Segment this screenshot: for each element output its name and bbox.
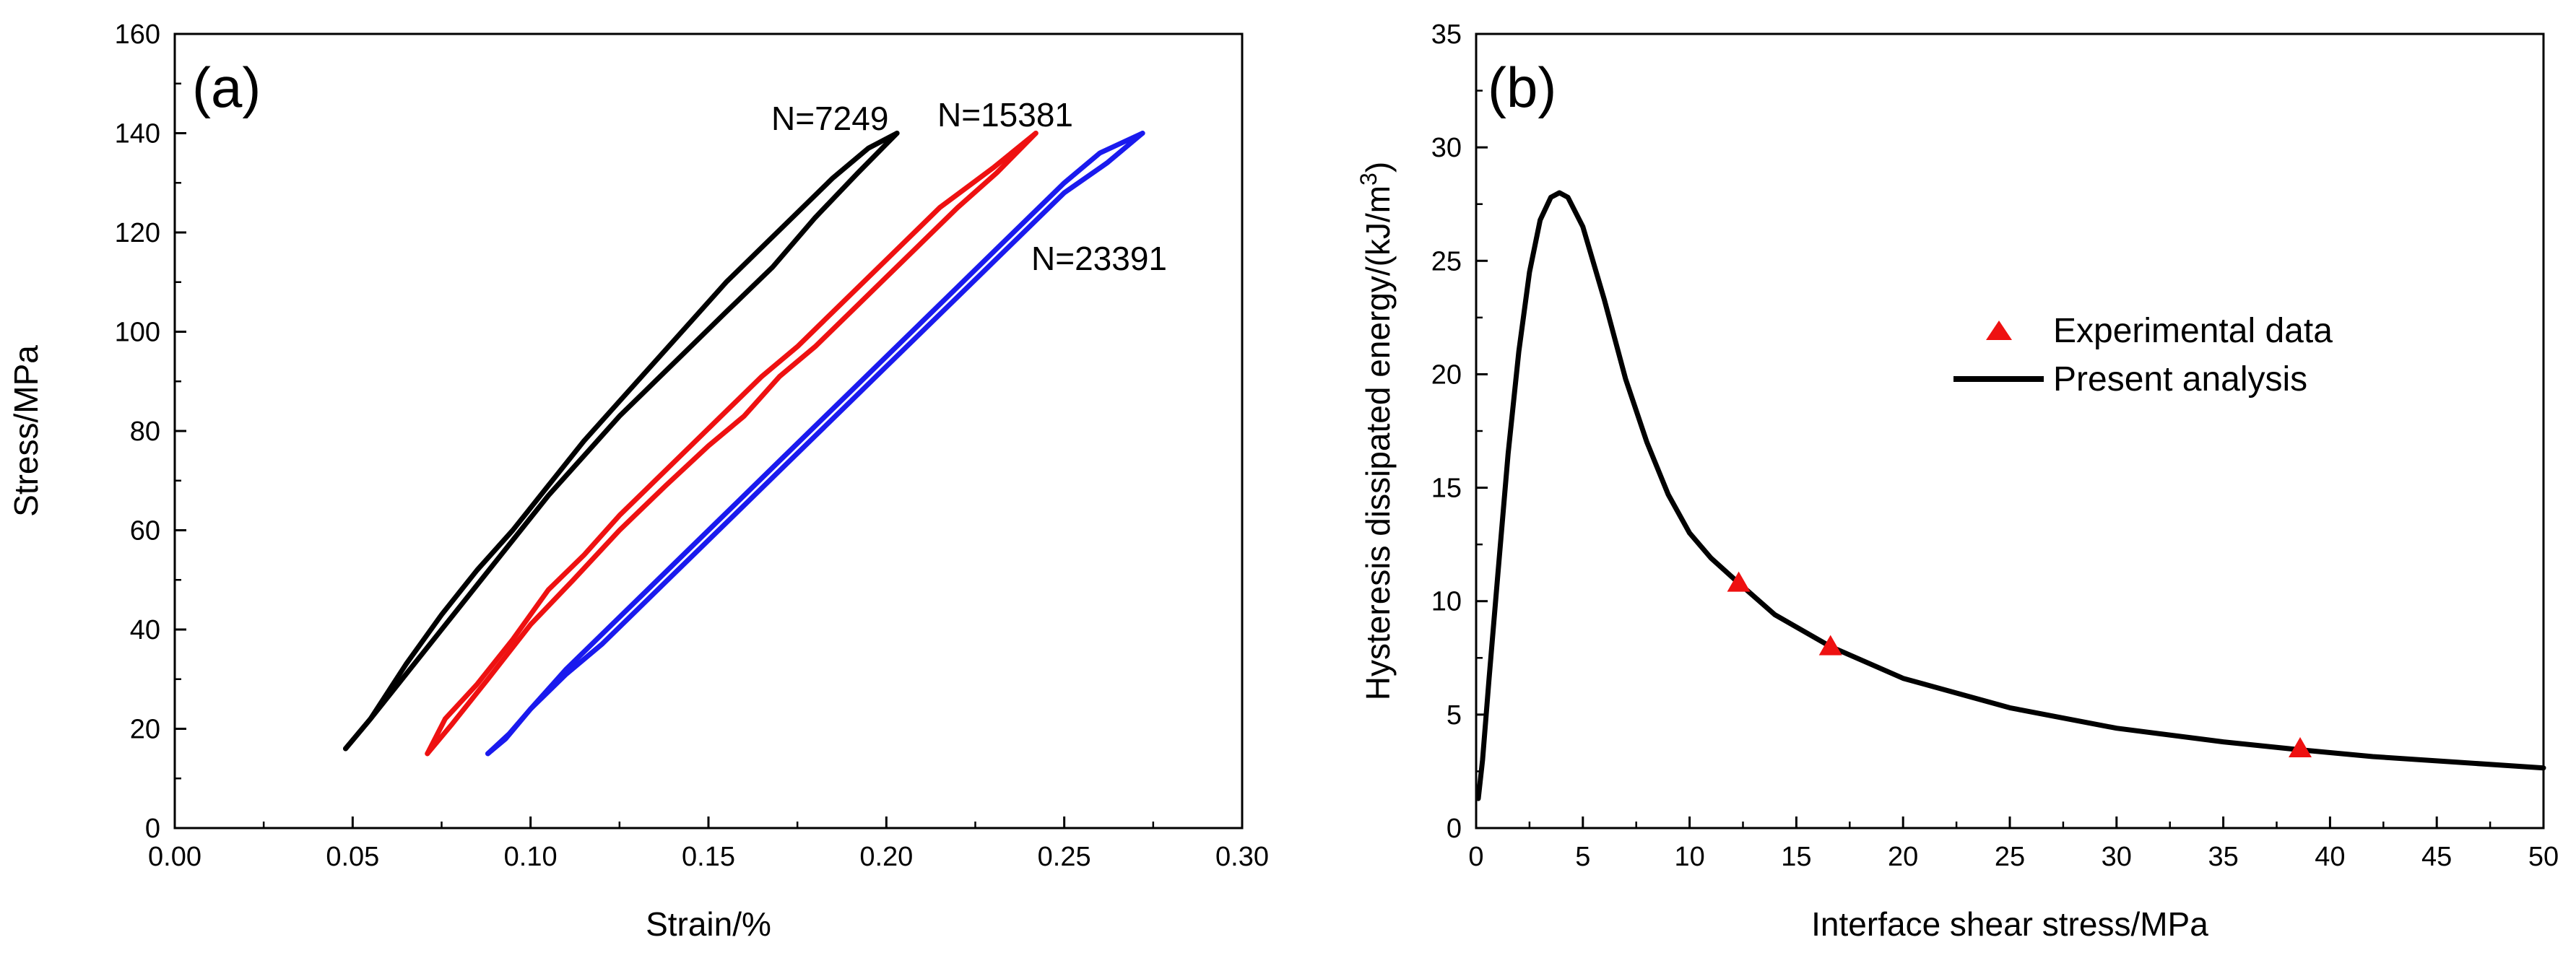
curve-label-n7249: N=7249 bbox=[771, 100, 888, 137]
panel-a-y-tick-label: 160 bbox=[115, 19, 160, 50]
panel-b-y-tick-label: 10 bbox=[1431, 587, 1462, 617]
panel-b-curves bbox=[1475, 190, 2546, 801]
experimental-data-point bbox=[2289, 737, 2312, 757]
panel-b-x-tick-label: 10 bbox=[1674, 842, 1704, 872]
legend-label-experimental: Experimental data bbox=[2053, 312, 2333, 350]
panel-b-x-tick-label: 20 bbox=[1888, 842, 1918, 872]
panel-a-y-tick-label: 120 bbox=[115, 218, 160, 248]
panel-a-x-axis-title: Strain/% bbox=[646, 905, 771, 943]
panel-a-y-tick-label: 0 bbox=[145, 814, 160, 844]
panel-b-x-tick-label: 40 bbox=[2315, 842, 2345, 872]
panel-b-x-tick-label: 50 bbox=[2528, 842, 2559, 872]
panel-b-y-tick-label: 5 bbox=[1447, 700, 1462, 731]
curve-label-n23391: N=23391 bbox=[1031, 240, 1167, 277]
panel-a-x-tick-label: 0.15 bbox=[682, 842, 735, 872]
hysteresis-loading-n-23391 bbox=[485, 131, 1145, 757]
panel-b-ticks: 0 5 10 15 20 25 30 35 40 45 50 0 5 10 15 20 25 30 35 bbox=[1431, 19, 2559, 872]
panel-a-y-tick-label: 60 bbox=[130, 516, 160, 547]
panel-b-y-tick-label: 25 bbox=[1431, 246, 1462, 276]
panel-b-y-axis-title-superscript: 3 bbox=[1356, 173, 1382, 186]
panel-a-x-tick-label: 0.10 bbox=[504, 842, 558, 872]
hysteresis-unloading-n-7249 bbox=[343, 131, 900, 752]
panel-b-x-tick-label: 0 bbox=[1468, 842, 1483, 872]
panel-a-y-axis-title: Stress/MPa bbox=[7, 345, 45, 517]
panel-a-x-tick-label: 0.30 bbox=[1215, 842, 1269, 872]
panel-b-x-tick-label: 15 bbox=[1781, 842, 1811, 872]
panel-a-x-tick-label: 0.00 bbox=[148, 842, 201, 872]
panel-a-curves bbox=[343, 131, 1145, 757]
panel-a-y-tick-label: 20 bbox=[130, 715, 160, 745]
panel-a-ticks: 0.00 0.05 0.10 0.15 0.20 0.25 0.30 0 20 40 60 80 100… bbox=[115, 19, 1269, 872]
panel-b-y-axis-title-suffix: ) bbox=[1359, 162, 1397, 173]
panel-b-y-tick-label: 0 bbox=[1447, 814, 1462, 844]
panel-a-y-tick-label: 100 bbox=[115, 318, 160, 348]
panel-b-x-tick-label: 25 bbox=[1995, 842, 2025, 872]
hysteresis-loading-n-15381 bbox=[425, 131, 1038, 757]
panel-a-label: (a) bbox=[192, 56, 261, 119]
panel-b-y-axis-title-main: Hysteresis dissipated energy/(kJ/m bbox=[1359, 186, 1397, 700]
panel-b-y-tick-label: 15 bbox=[1431, 474, 1462, 504]
legend-box bbox=[1956, 306, 2385, 405]
legend-label-analysis: Present analysis bbox=[2053, 360, 2307, 399]
panel-a-x-tick-label: 0.20 bbox=[859, 842, 913, 872]
panel-b-label: (b) bbox=[1488, 56, 1556, 119]
experimental-data-point bbox=[1818, 635, 1842, 656]
legend: Experimental data Present analysis bbox=[1953, 306, 2385, 405]
panel-b-y-axis-title: Hysteresis dissipated energy/(kJ/m3) bbox=[1356, 162, 1397, 700]
panel-b-x-tick-label: 45 bbox=[2421, 842, 2452, 872]
panel-b-x-tick-label: 35 bbox=[2208, 842, 2238, 872]
panel-a-x-tick-label: 0.05 bbox=[326, 842, 379, 872]
hysteresis-loading-n-7249 bbox=[343, 131, 900, 752]
hysteresis-unloading-n-15381 bbox=[425, 131, 1038, 757]
panel-b-x-tick-label: 30 bbox=[2102, 842, 2132, 872]
panel-b-y-tick-label: 20 bbox=[1431, 360, 1462, 390]
panel-a-y-tick-label: 80 bbox=[130, 417, 160, 447]
legend-marker-triangle bbox=[1986, 321, 2012, 340]
panel-a-x-tick-label: 0.25 bbox=[1038, 842, 1091, 872]
panel-b-x-axis-title: Interface shear stress/MPa bbox=[1811, 905, 2208, 943]
experimental-data-point bbox=[1727, 571, 1751, 592]
panel-a-y-tick-label: 40 bbox=[130, 615, 160, 645]
panel-b-y-tick-label: 35 bbox=[1431, 19, 1462, 50]
panel-b: 0 5 10 15 20 25 30 35 40 45 50 0 5 10 15 20 25 30 35 (b) E… bbox=[1356, 19, 2559, 943]
panel-b-y-tick-label: 30 bbox=[1431, 133, 1462, 163]
panel-b-x-tick-label: 5 bbox=[1575, 842, 1590, 872]
panel-a: 0.00 0.05 0.10 0.15 0.20 0.25 0.30 0 20 40 60 80 100… bbox=[7, 19, 1269, 943]
hysteresis-unloading-n-23391 bbox=[485, 131, 1145, 757]
panel-a-y-tick-label: 140 bbox=[115, 119, 160, 149]
series-line-present-analysis bbox=[1475, 190, 2546, 801]
curve-label-n15381: N=15381 bbox=[937, 96, 1073, 134]
